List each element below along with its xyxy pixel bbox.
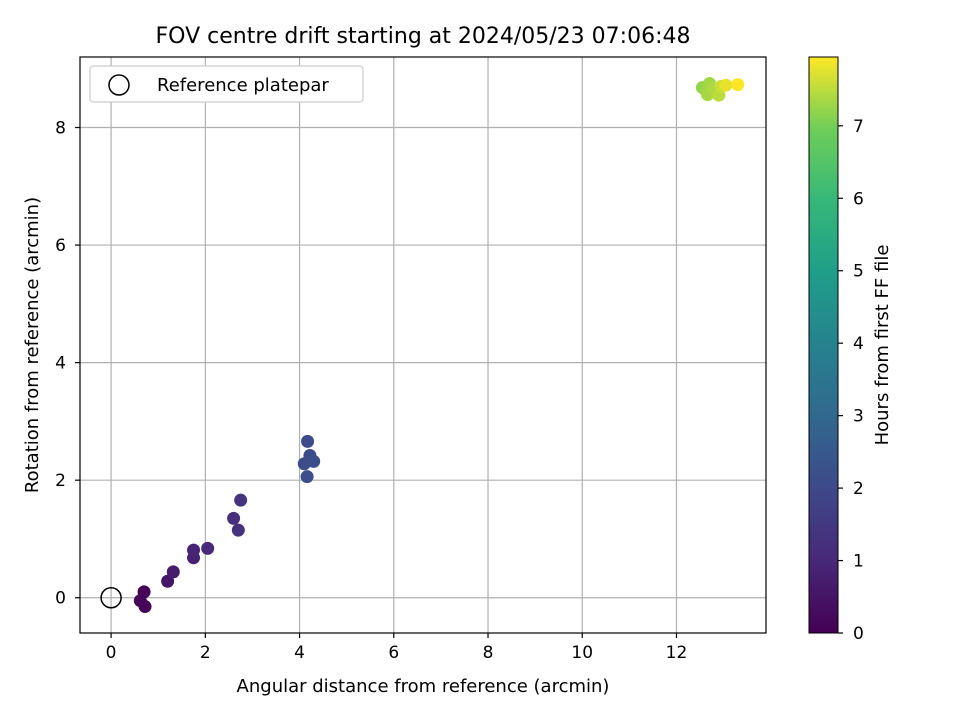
data-point	[307, 454, 321, 468]
colorbar: 0 1 2 3 4 5 6 7 Hours from first FF file	[808, 56, 893, 644]
reference-point-marker	[100, 586, 122, 609]
y-tick-label: 6	[55, 236, 66, 256]
colorbar-tick-label: 5	[853, 262, 864, 282]
colorbar-tick-label: 4	[853, 334, 864, 354]
y-axis-label: Rotation from reference (arcmin)	[22, 197, 43, 493]
y-tick-label: 4	[55, 354, 66, 374]
data-point	[234, 493, 248, 507]
colorbar-gradient	[808, 56, 839, 634]
colorbar-ticks: 0 1 2 3 4 5 6 7	[838, 117, 864, 644]
reference-layer	[100, 586, 122, 609]
legend-reference-marker	[108, 74, 130, 96]
data-point	[161, 574, 175, 588]
colorbar-tick-label: 1	[853, 552, 864, 572]
data-point	[187, 543, 201, 557]
data-point	[231, 523, 245, 537]
data-point	[166, 565, 180, 579]
colorbar-tick-label: 6	[853, 189, 864, 209]
colorbar-tick-label: 7	[853, 117, 864, 137]
y-tick-label: 0	[55, 589, 66, 609]
x-tick-label: 12	[666, 643, 688, 663]
legend-box	[89, 65, 364, 103]
chart-title: FOV centre drift starting at 2024/05/23 …	[156, 24, 691, 49]
x-axis-label: Angular distance from reference (arcmin)	[237, 676, 610, 697]
colorbar-label: Hours from first FF file	[872, 245, 893, 446]
data-point	[719, 78, 733, 92]
x-tick-label: 8	[483, 643, 494, 663]
legend: Reference platepar	[89, 65, 364, 103]
data-point	[731, 78, 745, 92]
data-point	[301, 434, 315, 448]
data-point	[227, 511, 241, 525]
x-tick-label: 10	[571, 643, 593, 663]
data-point	[201, 541, 215, 555]
colorbar-tick-label: 0	[853, 624, 864, 644]
x-tick-label: 0	[106, 643, 117, 663]
data-point	[138, 600, 152, 614]
x-tick-label: 2	[200, 643, 211, 663]
colorbar-tick-label: 2	[853, 479, 864, 499]
plot-area-frame	[79, 56, 767, 634]
points-layer	[133, 76, 745, 614]
x-tick-label: 4	[294, 643, 305, 663]
colorbar-tick-label: 3	[853, 407, 864, 427]
y-tick-label: 8	[55, 119, 66, 139]
y-tick-label: 2	[55, 471, 66, 491]
x-tick-label: 6	[388, 643, 399, 663]
grid	[80, 57, 766, 633]
data-point	[300, 470, 314, 484]
y-axis: 0 2 4 6 8	[55, 119, 80, 609]
legend-reference-label: Reference platepar	[157, 75, 329, 96]
x-axis: 0 2 4 6 8 10 12	[106, 633, 688, 663]
